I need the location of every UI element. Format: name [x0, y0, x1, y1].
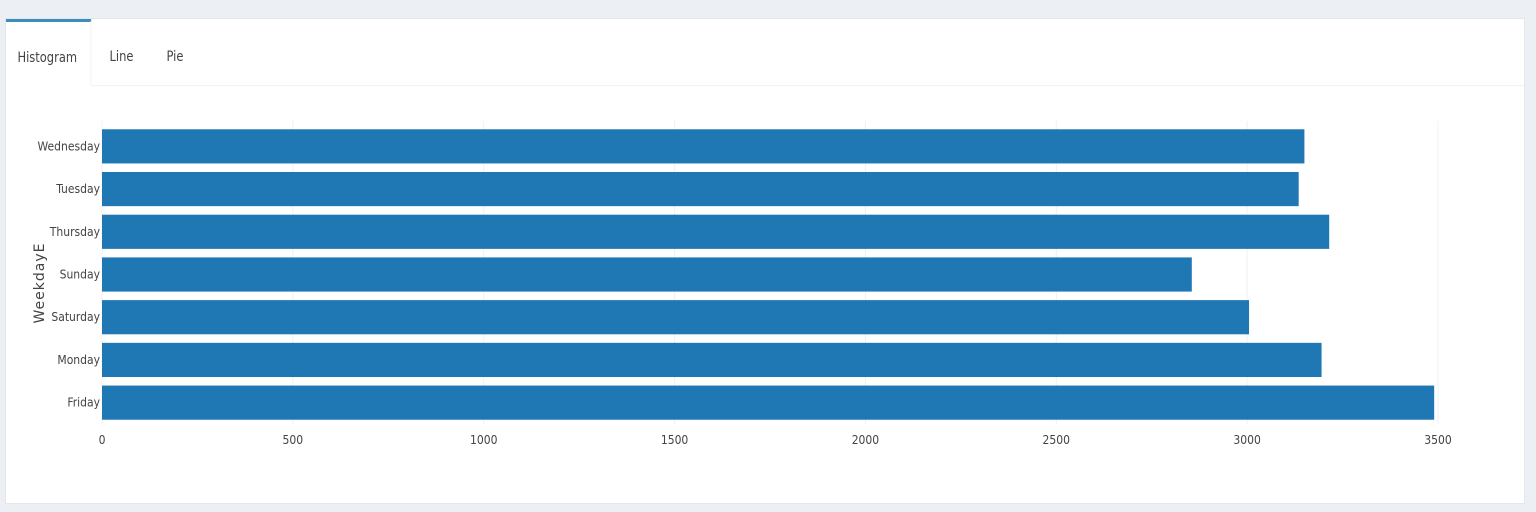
- chart-panel: Histogram Line Pie Wednesday Tuesday Thurs…: [5, 18, 1525, 504]
- bar-saturday[interactable]: [102, 300, 1250, 335]
- x-tick-label: 1500: [661, 433, 689, 447]
- tab-line[interactable]: Line: [109, 49, 134, 65]
- y-tick-label: Sunday: [60, 268, 101, 282]
- y-tick-label: Thursday: [49, 225, 101, 239]
- bar-sunday[interactable]: [102, 257, 1192, 292]
- y-axis-title: WeekdayE: [32, 243, 48, 324]
- y-tick-label: Saturday: [51, 310, 100, 324]
- bar-monday[interactable]: [102, 342, 1322, 378]
- x-tick-label: 3000: [1233, 433, 1261, 447]
- bar-wednesday[interactable]: [102, 129, 1305, 164]
- x-tick-label: 1000: [470, 433, 498, 447]
- x-tick-labels: 0 500 1000 1500 2000 2500 3000 3500: [99, 433, 1452, 447]
- bar-tuesday[interactable]: [102, 171, 1299, 207]
- y-tick-label: Monday: [57, 353, 100, 367]
- x-tick-label: 2500: [1043, 433, 1071, 447]
- bar-thursday[interactable]: [102, 214, 1330, 249]
- y-tick-labels: Wednesday Tuesday Thursday Sunday Saturday Mo…: [38, 139, 101, 409]
- tab-histogram[interactable]: Histogram: [6, 19, 92, 86]
- bar-friday[interactable]: [102, 385, 1435, 420]
- chart-tabs: Histogram Line Pie: [6, 19, 1524, 86]
- x-tick-label: 3500: [1424, 433, 1452, 447]
- horizontal-bar-chart: Wednesday Tuesday Thursday Sunday Saturday Mo…: [32, 121, 1452, 447]
- y-tick-label: Tuesday: [55, 182, 100, 196]
- x-tick-label: 2000: [852, 433, 880, 447]
- chart-bars: [102, 129, 1435, 420]
- y-tick-label: Friday: [67, 396, 100, 410]
- x-tick-label: 500: [283, 433, 304, 447]
- tab-pie[interactable]: Pie: [166, 49, 184, 65]
- x-tick-label: 0: [99, 433, 106, 447]
- y-tick-label: Wednesday: [38, 139, 101, 153]
